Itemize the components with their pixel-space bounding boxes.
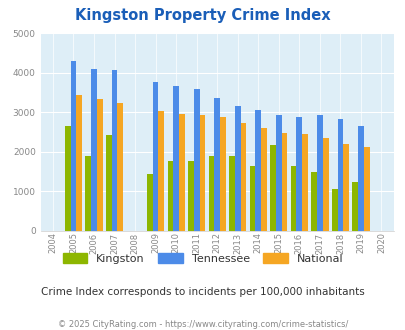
Bar bbox=[281, 133, 287, 231]
Text: Crime Index corresponds to incidents per 100,000 inhabitants: Crime Index corresponds to incidents per… bbox=[41, 287, 364, 297]
Bar bbox=[255, 110, 260, 231]
Bar bbox=[65, 126, 70, 231]
Bar bbox=[152, 82, 158, 231]
Bar bbox=[70, 61, 76, 231]
Bar bbox=[199, 115, 205, 231]
Bar bbox=[106, 135, 111, 231]
Bar bbox=[117, 103, 123, 231]
Bar bbox=[240, 123, 246, 231]
Bar bbox=[357, 126, 363, 231]
Bar bbox=[270, 146, 275, 231]
Bar bbox=[193, 89, 199, 231]
Bar bbox=[337, 119, 343, 231]
Bar bbox=[311, 172, 316, 231]
Text: © 2025 CityRating.com - https://www.cityrating.com/crime-statistics/: © 2025 CityRating.com - https://www.city… bbox=[58, 320, 347, 329]
Bar bbox=[275, 115, 281, 231]
Bar bbox=[173, 86, 179, 231]
Bar bbox=[260, 128, 266, 231]
Bar bbox=[158, 111, 164, 231]
Bar bbox=[228, 156, 234, 231]
Bar bbox=[301, 134, 307, 231]
Bar bbox=[91, 69, 97, 231]
Bar bbox=[234, 106, 240, 231]
Bar bbox=[296, 117, 301, 231]
Bar bbox=[249, 166, 255, 231]
Bar bbox=[214, 98, 220, 231]
Bar bbox=[188, 161, 193, 231]
Bar bbox=[179, 114, 184, 231]
Bar bbox=[290, 166, 296, 231]
Bar bbox=[85, 156, 91, 231]
Legend: Kingston, Tennessee, National: Kingston, Tennessee, National bbox=[58, 248, 347, 268]
Bar bbox=[220, 117, 225, 231]
Bar bbox=[322, 138, 328, 231]
Bar bbox=[167, 161, 173, 231]
Bar bbox=[316, 115, 322, 231]
Bar bbox=[331, 189, 337, 231]
Bar bbox=[111, 70, 117, 231]
Bar bbox=[343, 144, 348, 231]
Bar bbox=[97, 99, 102, 231]
Bar bbox=[352, 182, 357, 231]
Bar bbox=[208, 156, 214, 231]
Bar bbox=[76, 95, 82, 231]
Bar bbox=[363, 147, 369, 231]
Text: Kingston Property Crime Index: Kingston Property Crime Index bbox=[75, 8, 330, 23]
Bar bbox=[147, 174, 152, 231]
